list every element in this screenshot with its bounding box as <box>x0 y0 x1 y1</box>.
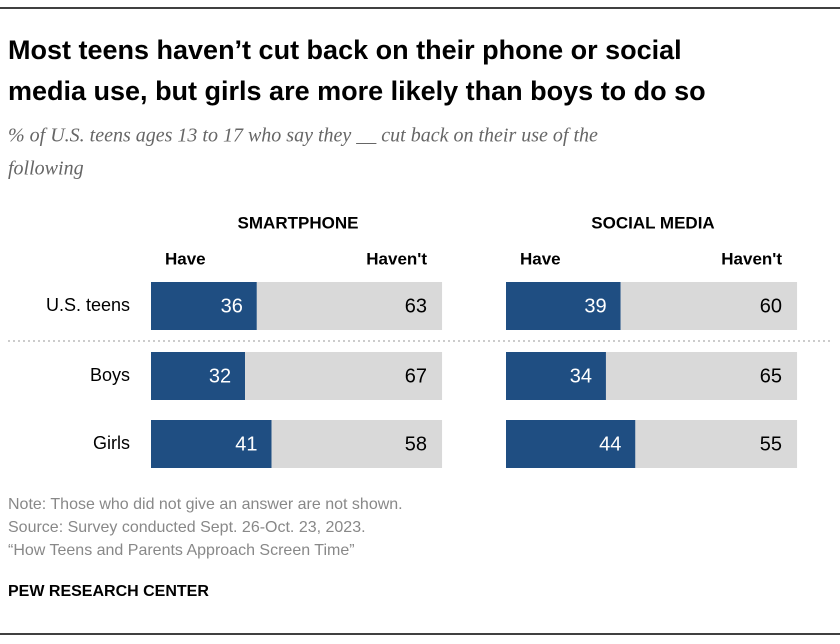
chart-subtitle: % of U.S. teens ages 13 to 17 who say th… <box>8 125 598 147</box>
note: Source: Survey conducted Sept. 26-Oct. 2… <box>8 519 366 536</box>
bar-segment <box>506 420 636 468</box>
bar-segment <box>245 352 443 400</box>
panel-title: SOCIAL MEDIA <box>591 213 714 232</box>
note: “How Teens and Parents Approach Screen T… <box>8 542 355 559</box>
bar-segment <box>506 352 606 400</box>
value-label: 60 <box>760 295 782 317</box>
value-label: 65 <box>760 365 782 387</box>
bar-segment <box>256 282 443 330</box>
note: Note: Those who did not give an answer a… <box>8 496 403 513</box>
value-label: 58 <box>405 433 427 455</box>
value-label: 41 <box>235 433 257 455</box>
series-label: Have <box>165 249 206 268</box>
bar-segment <box>151 282 257 330</box>
series-label: Haven't <box>721 249 782 268</box>
value-label: 32 <box>209 365 231 387</box>
row-label: Girls <box>93 433 130 453</box>
series-label: Have <box>520 249 561 268</box>
bar-segment <box>620 282 798 330</box>
value-label: 67 <box>405 365 427 387</box>
bar-segment <box>506 282 621 330</box>
value-label: 55 <box>760 433 782 455</box>
credit: PEW RESEARCH CENTER <box>8 583 209 600</box>
bar-segment <box>271 420 443 468</box>
bar-segment <box>605 352 798 400</box>
bar-segment <box>151 420 272 468</box>
value-label: 44 <box>599 433 621 455</box>
bar-segment <box>151 352 246 400</box>
row-label: U.S. teens <box>46 295 130 315</box>
value-label: 34 <box>570 365 592 387</box>
chart-title: media use, but girls are more likely tha… <box>8 76 706 106</box>
value-label: 63 <box>405 295 427 317</box>
bar-segment <box>635 420 798 468</box>
value-label: 39 <box>584 295 606 317</box>
row-label: Boys <box>90 365 130 385</box>
panel-title: SMARTPHONE <box>238 213 359 232</box>
chart-title: Most teens haven’t cut back on their pho… <box>8 35 682 65</box>
series-label: Haven't <box>366 249 427 268</box>
chart-subtitle: following <box>8 158 84 180</box>
value-label: 36 <box>221 295 243 317</box>
